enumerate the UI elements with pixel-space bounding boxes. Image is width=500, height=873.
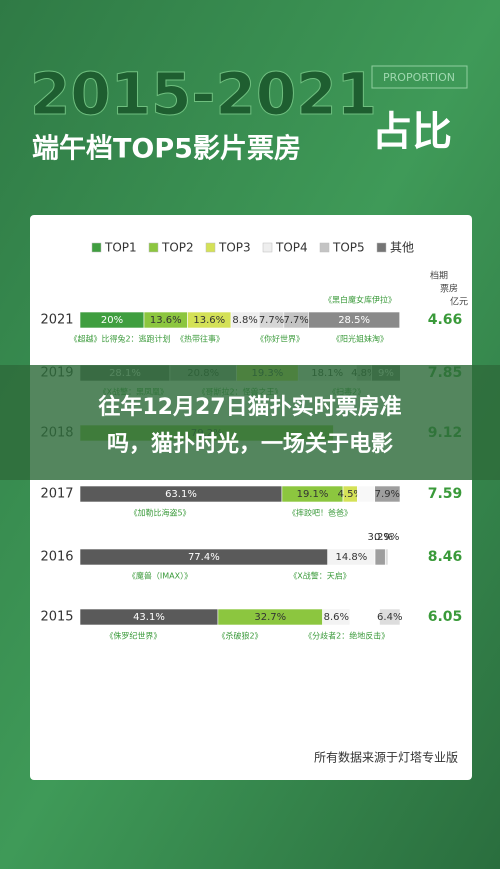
source: 所有数据来源于灯塔专业版 [314,750,458,765]
title: 2015-2021 [30,60,377,128]
value-label: 7.7% [283,315,308,326]
year-label: 2017 [40,487,73,502]
value-label: 7.9% [375,489,400,500]
film-label: 《加勒比海盗5》 [129,508,190,518]
legend-label: TOP1 [104,241,137,255]
film-label: 《侏罗纪世界》 [105,631,161,641]
bar-segment [387,548,401,566]
legend-swatch [319,242,330,253]
value-label: 13.6% [193,315,225,326]
film-label: 《摔跤吧！爸爸》 [288,508,352,518]
value-label: 8.6% [324,612,349,623]
legend-swatch [376,242,387,253]
total-label: 6.05 [428,609,463,625]
value-label: 43.1% [133,612,165,623]
film-label: 《你好世界》 [256,334,304,344]
film-label: 《超越》比得兔2：逃跑计划 [69,334,170,344]
legend-swatch [262,242,273,253]
legend-label: TOP4 [275,241,308,255]
bar-segment [357,485,376,503]
total-header: 票房 [440,283,458,295]
value-label: 4.5% [338,489,363,500]
legend-label: TOP3 [218,241,251,255]
overlay-band [0,365,500,480]
value-label: 0.9% [374,532,399,543]
legend-label: TOP5 [332,241,365,255]
total-label: 4.66 [428,312,463,328]
value-label: 13.6% [150,315,182,326]
bar-segment [308,311,400,329]
year-label: 2015 [40,610,73,625]
film-label: 《热带往事》 [176,334,224,344]
total-label: 8.46 [428,549,463,565]
subtitle: 端午档TOP5影片票房 [32,133,301,165]
bar-segment [374,485,401,503]
bar-segment [379,608,401,626]
total-header: 亿元 [450,296,468,308]
year-label: 2016 [40,550,73,565]
overlay-line: 吗，猫扑时光，一场关于电影 [107,432,393,457]
total-header: 档期 [430,270,448,282]
bar-segment [374,548,386,566]
total-label: 7.59 [428,486,463,502]
value-label: 63.1% [165,489,197,500]
film-label: 《分歧者2：绝地反击》 [304,631,389,641]
subtitle2: 占比 [372,109,452,155]
badge: PROPORTION [383,71,455,84]
badge-box [371,65,468,89]
bar-segment [384,548,389,566]
legend-label: 其他 [390,241,414,255]
value-label: 32.7% [254,612,286,623]
value-label: 77.4% [188,552,220,563]
film-label: 《黑白魔女库伊拉》 [324,295,396,305]
value-label: 8.8% [232,315,257,326]
value-label: 28.5% [338,315,370,326]
legend-label: TOP2 [161,241,194,255]
overlay-line: 往年12月27日猫扑实时票房准 [98,394,401,420]
film-label: 《阳光姐妹淘》 [332,334,388,344]
bar-segment [349,608,380,626]
legend-swatch [91,242,102,253]
legend-swatch [148,242,159,253]
value-label: 19.1% [297,489,329,500]
value-label: 14.8% [335,552,367,563]
value-label: 7.7% [259,315,284,326]
value-label: 6.4% [377,612,402,623]
legend-swatch [205,242,216,253]
value-label: 3.2% [367,532,392,543]
year-label: 2021 [40,313,73,328]
value-label: 20% [101,315,123,326]
film-label: 《魔兽（IMAX）》 [128,571,192,581]
film-label: 《X战警：天启》 [289,571,350,581]
film-label: 《杀破狼2》 [217,631,262,641]
